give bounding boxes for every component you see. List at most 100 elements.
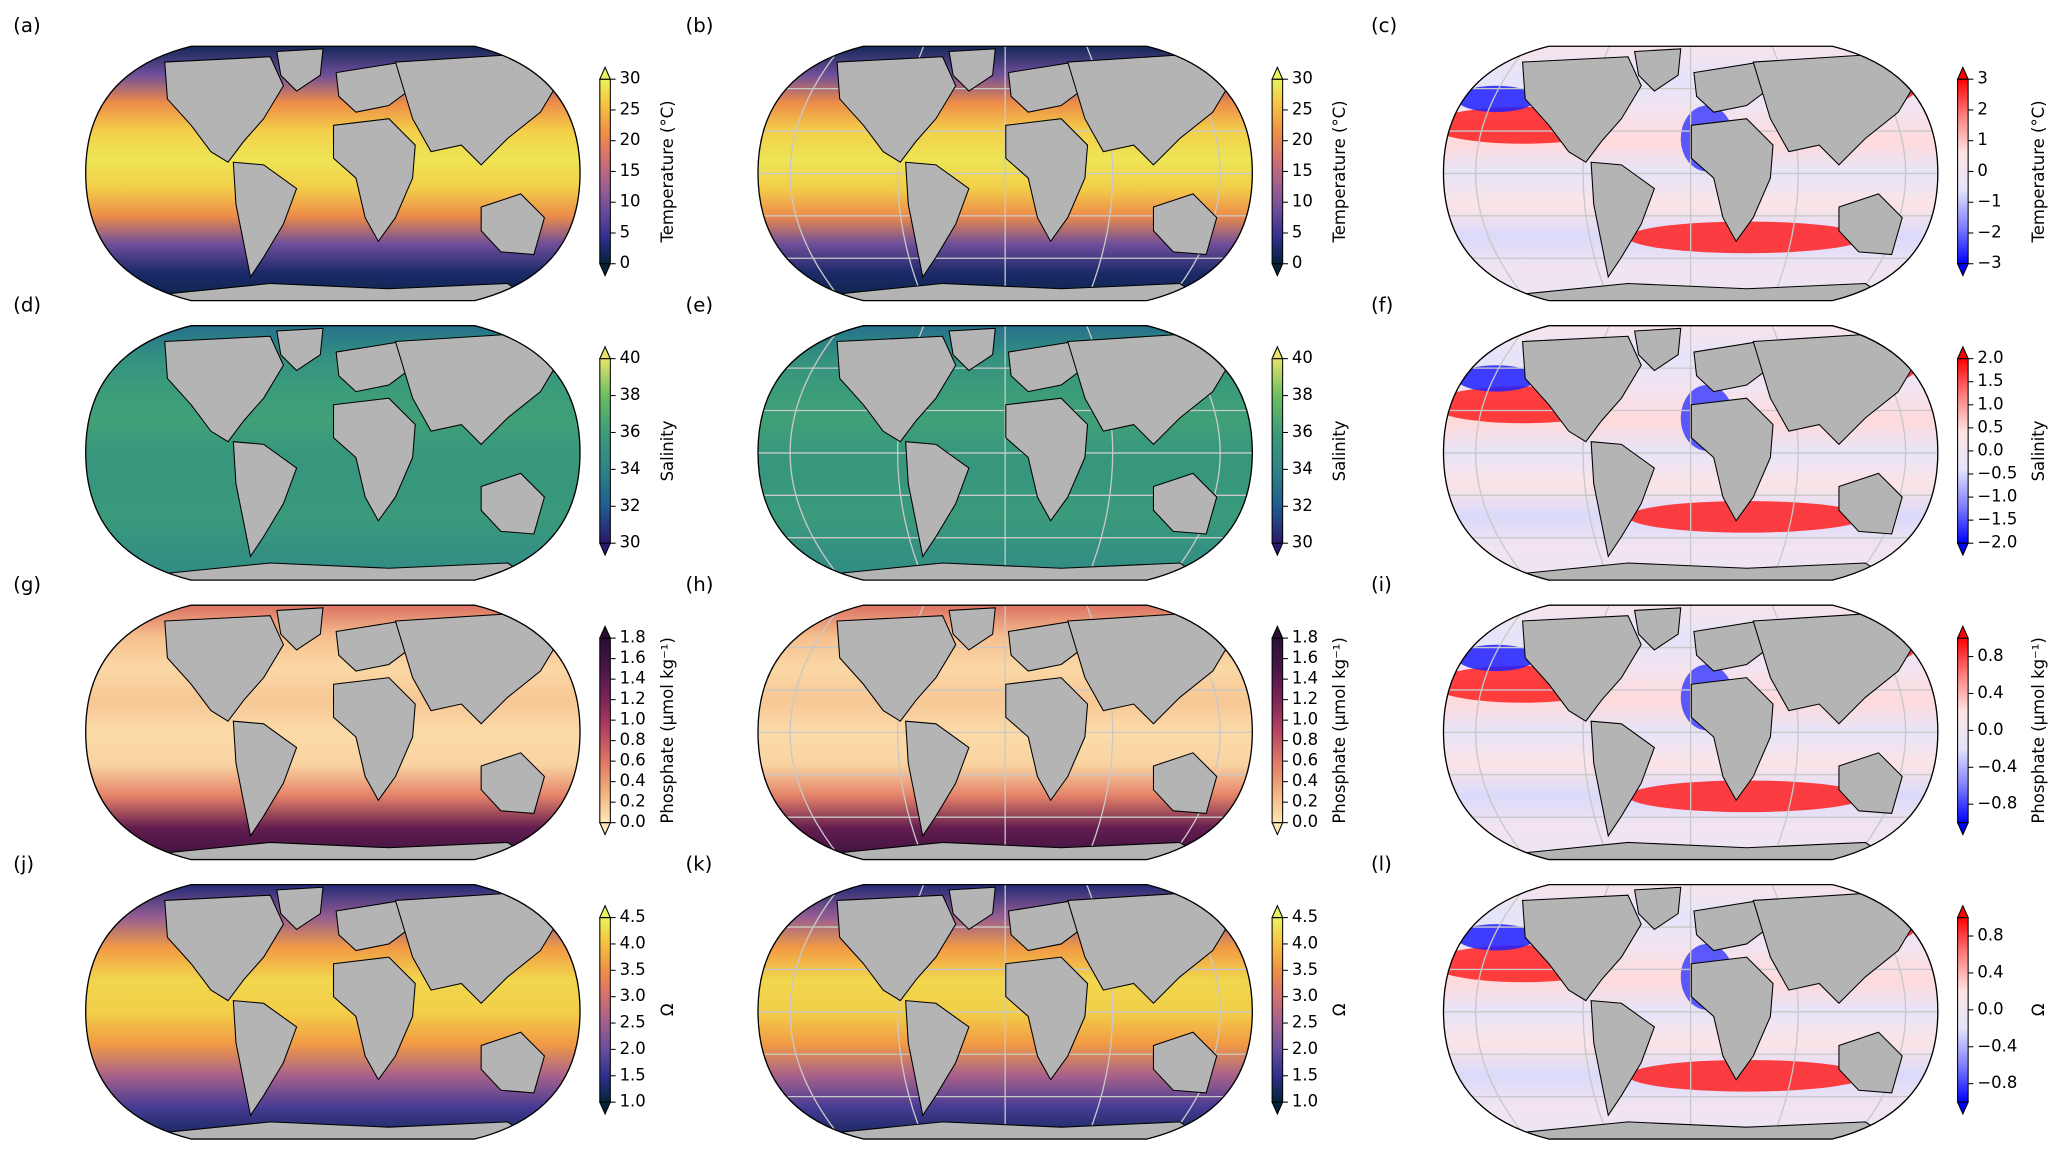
colorbar-tick-label: 30 bbox=[620, 69, 641, 88]
land bbox=[1522, 615, 1642, 722]
anomaly-patch bbox=[1456, 365, 1536, 392]
panel-label: (g) bbox=[13, 573, 41, 596]
map-content bbox=[757, 325, 1253, 581]
colorbar-tick-label: 3.5 bbox=[620, 960, 646, 979]
graticule bbox=[789, 605, 843, 860]
colorbar-tick-label: 20 bbox=[620, 130, 641, 149]
map bbox=[757, 604, 1253, 861]
colorbar-extend bbox=[598, 263, 612, 277]
land bbox=[1590, 441, 1656, 558]
map-content bbox=[1443, 884, 1938, 1140]
colorbar-tick-label: −1.0 bbox=[1977, 487, 2017, 506]
colorbar-extend bbox=[1956, 263, 1969, 277]
land bbox=[164, 56, 285, 163]
colorbar-body bbox=[599, 78, 611, 265]
land bbox=[232, 720, 298, 838]
land bbox=[276, 48, 324, 92]
colorbar-tick-label: 1.0 bbox=[1292, 710, 1318, 729]
colorbar-tick-label: 1.8 bbox=[620, 628, 646, 647]
map-content bbox=[757, 884, 1253, 1140]
colorbar-tick-label: −2.0 bbox=[1977, 533, 2017, 552]
colorbar-body bbox=[1957, 358, 1969, 544]
land bbox=[836, 894, 957, 1002]
colorbar-extend bbox=[1956, 904, 1969, 919]
anomaly-patch bbox=[1628, 1059, 1866, 1092]
colorbar-tick-label: −0.5 bbox=[1977, 463, 2017, 482]
colorbar-tick-label: 1.6 bbox=[1292, 648, 1318, 667]
colorbar-label: Salinity bbox=[2029, 420, 2048, 481]
map-border bbox=[1442, 883, 1939, 1140]
colorbar-label: Temperature (°C) bbox=[658, 100, 677, 243]
anomaly-patch bbox=[1456, 924, 1536, 951]
colorbar-tick-label: 4.0 bbox=[620, 933, 646, 952]
colorbar-tick-label: 1.2 bbox=[1292, 689, 1318, 708]
land bbox=[1496, 1121, 1894, 1140]
panel-label: (b) bbox=[685, 14, 713, 37]
colorbar-tick-label: 2.0 bbox=[1977, 348, 2003, 367]
graticule bbox=[1474, 605, 1529, 860]
colorbar-tick-label: 40 bbox=[1292, 348, 1313, 367]
map bbox=[85, 883, 581, 1140]
colorbar-tick-label: 0.0 bbox=[620, 812, 646, 831]
map bbox=[757, 45, 1253, 302]
land bbox=[1838, 472, 1903, 535]
colorbar-tick-label: 0 bbox=[620, 253, 630, 272]
panel: (a) 0 5 10 15 20 25 30 Temperature (°C) bbox=[13, 14, 677, 302]
colorbar-tick-label: 25 bbox=[620, 99, 641, 118]
panel: (k) 1.0 1.5 2.0 2.5 3.0 3.5 4.0 4.5 Ω bbox=[685, 852, 1349, 1140]
colorbar-tick-label: 32 bbox=[1292, 496, 1313, 515]
land bbox=[1522, 894, 1642, 1002]
land bbox=[1838, 1031, 1903, 1094]
map-border bbox=[85, 45, 581, 302]
graticule bbox=[789, 325, 843, 581]
colorbar-tick-label: 2.5 bbox=[620, 1013, 646, 1032]
colorbar-label: Phosphate (μmol kg⁻¹) bbox=[1330, 637, 1349, 823]
map-border bbox=[1442, 604, 1939, 861]
land bbox=[1690, 397, 1774, 522]
land bbox=[138, 562, 536, 581]
land bbox=[948, 327, 996, 372]
map bbox=[85, 604, 581, 861]
colorbar-body bbox=[1271, 78, 1284, 265]
land bbox=[1005, 397, 1089, 522]
colorbar: 1.0 1.5 2.0 2.5 3.0 3.5 4.0 4.5 Ω bbox=[598, 904, 677, 1116]
colorbar-tick-label: 0.6 bbox=[620, 751, 646, 770]
anomaly-patch bbox=[1628, 780, 1866, 813]
colorbar-tick-label: 30 bbox=[1292, 533, 1313, 552]
colorbar-tick-label: 0.0 bbox=[1977, 999, 2003, 1018]
colorbar-body bbox=[599, 917, 611, 1103]
panel-label: (h) bbox=[685, 573, 713, 596]
colorbar: 0.00.2 0.40.6 0.81.0 1.21.4 1.61.8 Phosphate … bbox=[1271, 624, 1349, 836]
colorbar-tick-label: 5 bbox=[620, 222, 630, 241]
land bbox=[810, 1121, 1208, 1140]
colorbar-tick-label: 1.4 bbox=[1292, 669, 1318, 688]
colorbar-tick-label: 0.8 bbox=[620, 730, 646, 749]
colorbar-tick-label: 1.5 bbox=[1292, 1065, 1318, 1084]
colorbar-tick-label: 1.2 bbox=[620, 689, 646, 708]
map bbox=[1442, 604, 1939, 861]
land bbox=[1838, 193, 1903, 256]
colorbar-tick-label: 2.0 bbox=[620, 1039, 646, 1058]
colorbar-tick-label: 3.5 bbox=[1292, 960, 1318, 979]
land bbox=[1005, 118, 1089, 243]
colorbar: 1.0 1.5 2.0 2.5 3.0 3.5 4.0 4.5 Ω bbox=[1271, 904, 1349, 1116]
colorbar: 0.00.2 0.40.6 0.81.0 1.21.4 1.61.8 Phosphate … bbox=[598, 624, 677, 836]
colorbar-tick-label: 0.0 bbox=[1977, 720, 2003, 739]
land bbox=[1152, 472, 1218, 535]
colorbar-extend bbox=[598, 1101, 612, 1116]
land bbox=[332, 118, 416, 243]
colorbar-tick-label: −0.4 bbox=[1977, 757, 2017, 776]
land bbox=[276, 327, 324, 372]
colorbar-tick-label: 2.5 bbox=[1292, 1013, 1318, 1032]
colorbar-tick-label: 20 bbox=[1292, 130, 1313, 149]
colorbar-tick-label: −0.4 bbox=[1977, 1036, 2017, 1055]
colorbar-tick-label: −2 bbox=[1977, 222, 2001, 241]
colorbar-tick-label: 30 bbox=[620, 533, 641, 552]
panel-label: (k) bbox=[685, 852, 712, 875]
colorbar-tick-label: 0 bbox=[1977, 161, 1987, 180]
colorbar-extend bbox=[1956, 542, 1969, 557]
land bbox=[1838, 752, 1903, 815]
panel: (l) −0.8 −0.4 0.0 0.4 0.8 Ω bbox=[1371, 852, 2048, 1140]
map bbox=[85, 325, 581, 581]
land bbox=[1152, 1031, 1218, 1094]
